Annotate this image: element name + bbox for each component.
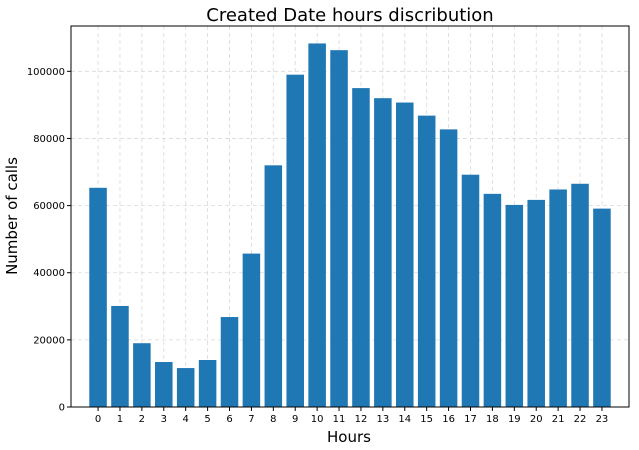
x-tick-label: 23 [596,414,609,425]
y-tick-label: 60000 [33,201,65,212]
bar-hour-14 [396,102,414,408]
x-tick-label: 20 [530,414,543,425]
bar-hour-23 [593,208,611,407]
x-tick-label: 16 [442,414,455,425]
grid-layer [71,26,629,408]
x-tick-label: 15 [420,414,433,425]
bar-hour-8 [264,165,283,407]
bar-hour-17 [461,174,480,407]
bar-hour-2 [133,343,151,407]
bar-hour-18 [483,193,502,407]
x-tick-label: 14 [398,414,411,425]
bar-hour-13 [374,98,392,407]
bar-hour-7 [242,253,261,407]
axes-layer [70,25,630,408]
y-tick-label: 40000 [33,268,65,279]
bar-hour-22 [571,183,589,407]
x-tick-label: 11 [333,414,346,425]
y-axis-label: Number of calls [3,157,21,275]
bar-hour-4 [176,368,195,407]
bar-hour-16 [439,129,458,407]
plot-frame [70,25,630,408]
y-tick-label: 100000 [27,67,65,78]
x-tick-label: 2 [139,414,145,425]
bar-hour-9 [286,74,304,407]
bar-hour-5 [198,360,217,407]
x-tick-label: 3 [161,414,167,425]
bar-hour-6 [220,317,239,407]
x-axis-label: Hours [327,428,371,446]
x-tick-label: 18 [486,414,499,425]
bar-hour-3 [155,362,173,407]
chart-title: Created Date hours discribution [206,5,493,26]
bar-hour-10 [308,43,326,407]
bar-hour-0 [89,187,107,407]
x-tick-label: 12 [355,414,368,425]
bar-hour-21 [549,189,567,407]
x-tick-label: 7 [248,414,254,425]
x-tick-label: 8 [270,414,276,425]
x-tick-label: 21 [552,414,565,425]
x-tick-label: 19 [508,414,521,425]
bar-hour-1 [111,305,129,407]
x-tick-label: 4 [183,414,189,425]
y-tick-label: 80000 [33,134,65,145]
x-tick-label: 10 [311,414,324,425]
x-tick-label: 13 [376,414,389,425]
x-tick-label: 9 [292,414,298,425]
bar-hour-20 [527,199,545,407]
bar-layer [89,43,611,408]
y-tick-label: 0 [59,403,65,414]
x-tick-label: 1 [117,414,123,425]
bar-hour-19 [505,204,524,407]
bar-hour-12 [352,88,370,407]
x-tick-label: 22 [574,414,587,425]
bar-hour-15 [417,115,436,407]
x-tick-label: 5 [204,414,210,425]
bar-hour-11 [330,50,348,408]
y-tick-label: 20000 [33,335,65,346]
x-tick-label: 0 [95,414,101,425]
x-tick-label: 17 [464,414,477,425]
x-tick-label: 6 [226,414,232,425]
